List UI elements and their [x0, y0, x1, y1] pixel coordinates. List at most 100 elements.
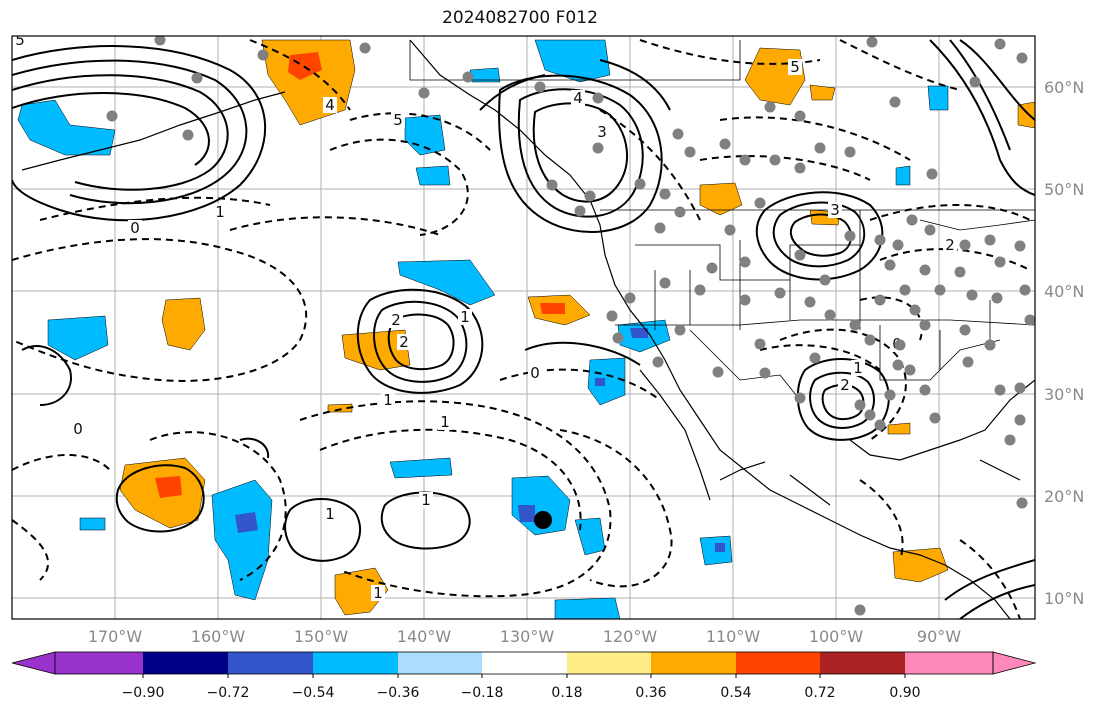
- station-dot: [866, 36, 878, 48]
- contour-label: 1: [383, 391, 393, 409]
- station-dot: [864, 409, 876, 421]
- station-dot: [659, 188, 671, 200]
- strong-negative-shading: [235, 328, 725, 552]
- contour-label: 1: [373, 584, 383, 602]
- station-dot: [694, 284, 706, 296]
- colorbar-segment: [228, 652, 313, 674]
- longitude-labels: 170°W 160°W 150°W 140°W 130°W 120°W 110°W 100°W…: [88, 627, 961, 646]
- station-dot: [462, 71, 474, 83]
- station-dot: [874, 294, 886, 306]
- solid-contours: [12, 39, 1035, 619]
- station-dot: [819, 274, 831, 286]
- station-dot: [874, 419, 886, 431]
- station-dot: [919, 319, 931, 331]
- station-dot: [654, 222, 666, 234]
- station-dot: [106, 110, 118, 122]
- colorbar-segment: [55, 652, 143, 674]
- colorbar-extend-low: [11, 651, 56, 675]
- station-dot: [959, 239, 971, 251]
- station-dot: [634, 178, 646, 190]
- station-dot: [844, 146, 856, 158]
- contour-label: 1: [215, 203, 225, 221]
- station-dot: [584, 190, 596, 202]
- station-dot: [1014, 240, 1026, 252]
- station-dot: [1016, 497, 1028, 509]
- contour-label: 1: [325, 505, 335, 523]
- contour-label: 1: [440, 413, 450, 431]
- storm-center-marker: [534, 511, 552, 529]
- station-dot: [954, 266, 966, 278]
- contour-label: 5: [15, 31, 25, 49]
- longitude-label: 160°W: [191, 627, 246, 646]
- station-dot: [874, 234, 886, 246]
- colorbar-segment: [143, 652, 228, 674]
- colorbar-segment: [398, 652, 482, 674]
- dashed-contours: [12, 39, 1031, 619]
- station-dot: [994, 384, 1006, 396]
- station-dot: [991, 292, 1003, 304]
- colorbar-segment: [905, 652, 993, 674]
- station-dot: [794, 249, 806, 261]
- longitude-label: 90°W: [917, 627, 961, 646]
- station-dot: [674, 206, 686, 218]
- longitude-label: 140°W: [397, 627, 452, 646]
- longitude-label: 110°W: [706, 627, 761, 646]
- colorbar-tick-label: −0.72: [207, 685, 250, 701]
- colorbar-tick-label: 0.90: [889, 685, 920, 701]
- coastlines: [21, 39, 1035, 619]
- station-dot: [719, 138, 731, 150]
- latitude-label: 30°N: [1044, 385, 1084, 404]
- latitude-label: 10°N: [1044, 589, 1084, 608]
- station-dot: [674, 324, 686, 336]
- station-dot: [919, 384, 931, 396]
- station-dot: [754, 338, 766, 350]
- station-dot: [659, 277, 671, 289]
- station-dot: [724, 224, 736, 236]
- station-dot: [154, 36, 166, 46]
- contour-label: 2: [840, 376, 850, 394]
- contour-label: 1: [460, 308, 470, 326]
- contour-label: 1: [421, 491, 431, 509]
- colorbar-segment: [567, 652, 651, 674]
- colorbar-tick-label: 0.18: [551, 685, 582, 701]
- contour-labels: 54543012210011111201325: [13, 31, 957, 602]
- colorbar-tick-label: 0.72: [804, 685, 835, 701]
- station-dot: [984, 234, 996, 246]
- longitude-label: 130°W: [500, 627, 555, 646]
- station-dot: [652, 356, 664, 368]
- contour-label: 4: [325, 96, 335, 114]
- station-dot: [849, 319, 861, 331]
- station-dot: [534, 81, 546, 93]
- station-dot: [546, 179, 558, 191]
- station-dot: [592, 92, 604, 104]
- colorbar-extend-high: [992, 651, 1037, 675]
- colorbar-segment: [313, 652, 398, 674]
- colorbar-segment: [820, 652, 905, 674]
- longitude-label: 170°W: [88, 627, 143, 646]
- contour-label: 2: [945, 236, 955, 254]
- station-dot: [904, 364, 916, 376]
- station-dot: [959, 324, 971, 336]
- station-dot: [854, 399, 866, 411]
- station-dot: [1014, 414, 1026, 426]
- station-dot: [984, 339, 996, 351]
- station-dot: [1024, 314, 1035, 326]
- station-dot: [774, 287, 786, 299]
- station-dot: [418, 87, 430, 99]
- station-dot: [929, 412, 941, 424]
- station-dot: [182, 129, 194, 141]
- plot-frame: [11, 35, 1036, 620]
- contour-label: 0: [130, 219, 140, 237]
- station-dot: [894, 339, 906, 351]
- station-dot: [359, 42, 371, 54]
- station-dot: [764, 101, 776, 113]
- station-dot: [612, 332, 624, 344]
- station-dot: [844, 230, 856, 242]
- station-dot: [794, 110, 806, 122]
- latitude-label: 40°N: [1044, 282, 1084, 301]
- station-dot: [257, 49, 269, 61]
- contour-label: 2: [391, 311, 401, 329]
- map-title: 2024082700 F012: [442, 8, 598, 28]
- station-dot: [892, 239, 904, 251]
